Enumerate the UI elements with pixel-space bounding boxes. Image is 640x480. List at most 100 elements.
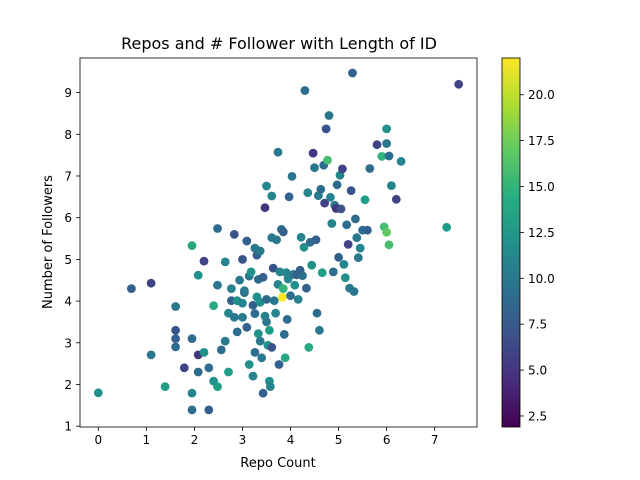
data-point <box>327 219 337 228</box>
x-axis-ticks: 0 1 2 3 4 5 6 7 <box>94 427 439 447</box>
data-point <box>220 257 230 267</box>
data-point <box>307 260 317 270</box>
data-point <box>384 240 394 250</box>
data-point <box>300 86 310 95</box>
y-axis-ticks: 1 2 3 4 5 6 7 8 9 <box>64 86 80 434</box>
colorbar-tick-label: 10.0 <box>528 272 555 286</box>
data-point <box>303 188 313 198</box>
data-point <box>187 388 197 398</box>
data-point <box>324 111 334 120</box>
data-point <box>204 363 214 373</box>
data-point <box>317 268 327 278</box>
data-point <box>171 334 181 343</box>
data-point <box>193 270 203 280</box>
data-point <box>363 225 372 235</box>
data-point <box>238 312 247 322</box>
data-point <box>351 214 360 224</box>
data-point <box>216 345 226 355</box>
data-point <box>229 312 239 322</box>
y-tick-label: 6 <box>64 211 72 225</box>
data-point <box>387 181 396 191</box>
data-point <box>267 343 277 352</box>
x-tick-label: 5 <box>335 433 343 447</box>
data-point <box>280 353 290 363</box>
y-tick-label: 9 <box>64 86 72 100</box>
x-tick-label: 2 <box>191 433 199 447</box>
data-point <box>213 280 222 290</box>
data-point <box>232 327 242 337</box>
data-point <box>213 224 222 233</box>
x-tick-label: 1 <box>143 433 151 447</box>
data-point <box>255 246 265 256</box>
data-point <box>343 240 353 249</box>
data-point <box>227 284 236 293</box>
data-point <box>199 256 209 266</box>
data-point <box>258 272 268 282</box>
colorbar-tick-label: 17.5 <box>528 134 555 148</box>
data-point <box>360 195 370 205</box>
colorbar-gradient <box>501 57 521 428</box>
data-point <box>277 292 287 302</box>
data-point <box>271 308 280 318</box>
data-point <box>312 308 322 318</box>
data-point <box>372 140 382 150</box>
data-point <box>384 151 394 161</box>
data-point <box>382 139 391 148</box>
colorbar-ticks: 2.5 5.0 7.5 10.0 12.5 15.0 17.5 20.0 <box>520 88 555 423</box>
data-point <box>235 275 245 285</box>
data-point <box>352 233 362 243</box>
data-point <box>213 382 222 391</box>
data-point <box>238 255 247 264</box>
data-point <box>265 382 275 391</box>
data-point <box>316 184 326 194</box>
chart-title: Repos and # Follower with Length of ID <box>121 34 437 53</box>
colorbar-tick-label: 7.5 <box>528 318 547 332</box>
data-point <box>171 302 181 311</box>
data-point <box>454 79 464 89</box>
x-tick-label: 0 <box>94 433 102 447</box>
data-point <box>242 322 252 332</box>
colorbar-tick-label: 15.0 <box>528 180 555 194</box>
data-point <box>260 203 270 213</box>
data-point <box>287 172 297 181</box>
y-tick-label: 4 <box>64 295 72 309</box>
data-point <box>269 296 279 306</box>
data-point <box>262 295 271 304</box>
data-point <box>146 278 156 288</box>
data-point <box>302 283 311 293</box>
data-point <box>238 298 247 308</box>
data-point <box>229 230 239 239</box>
x-tick-label: 7 <box>431 433 439 447</box>
colorbar-tick-label: 12.5 <box>528 226 555 240</box>
y-tick-label: 2 <box>64 378 72 392</box>
data-point <box>268 263 278 273</box>
data-point <box>304 343 314 352</box>
y-tick-label: 1 <box>64 420 72 434</box>
colorbar-tick-label: 2.5 <box>528 409 547 423</box>
data-point <box>265 325 274 335</box>
x-axis-label: Repo Count <box>240 456 315 471</box>
data-point <box>282 315 292 324</box>
data-point <box>332 180 342 190</box>
data-point <box>273 147 283 157</box>
data-point <box>171 342 181 352</box>
data-point <box>315 325 324 335</box>
data-points <box>93 68 464 415</box>
data-point <box>353 253 363 263</box>
data-point <box>253 329 263 338</box>
data-point <box>377 152 387 161</box>
data-point <box>187 241 197 251</box>
data-point <box>248 300 258 310</box>
data-point <box>255 336 265 346</box>
data-point <box>220 336 230 346</box>
data-point <box>278 284 288 293</box>
data-point <box>391 194 401 204</box>
data-point <box>179 363 189 373</box>
data-point <box>323 155 332 165</box>
data-point <box>146 350 156 360</box>
data-point <box>224 367 233 377</box>
data-point <box>328 267 338 277</box>
data-point <box>250 309 260 318</box>
data-point <box>284 192 294 202</box>
